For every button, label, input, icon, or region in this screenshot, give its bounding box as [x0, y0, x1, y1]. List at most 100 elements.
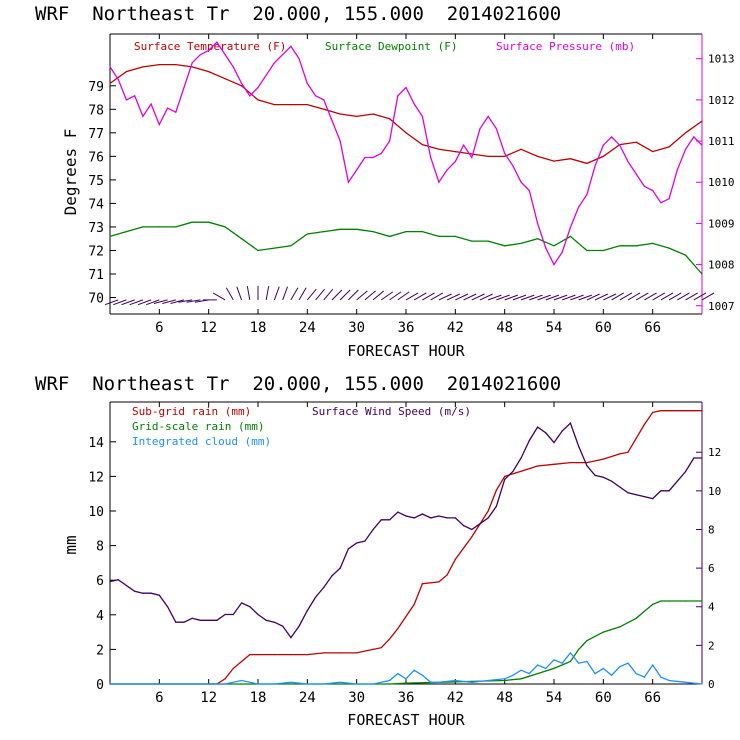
wind-barb: [225, 287, 234, 301]
data-point-surface-temperature: [125, 71, 127, 73]
data-point-surface-wind-speed: [421, 513, 423, 515]
y-tick-label: 79: [88, 80, 104, 95]
data-point-integrated-cloud: [438, 681, 440, 683]
wind-barb: [570, 294, 584, 301]
data-point-surface-dewpoint: [224, 226, 226, 228]
data-point-surface-pressure: [676, 169, 678, 171]
x-tick-label: 54: [546, 690, 563, 706]
wind-barb: [553, 294, 568, 301]
data-point-surface-temperature: [339, 113, 341, 115]
data-point-surface-pressure: [364, 156, 366, 159]
data-point-surface-dewpoint: [389, 235, 391, 237]
x-tick-label: 36: [398, 320, 415, 336]
wind-barb: [504, 294, 518, 301]
data-point-sub-grid-rain: [421, 583, 423, 585]
data-point-surface-temperature: [290, 104, 292, 106]
data-point-surface-temperature: [438, 148, 440, 150]
wind-barb: [455, 293, 469, 301]
x-tick-label: 6: [155, 320, 163, 336]
data-point-integrated-cloud: [372, 683, 374, 685]
y-tick-label: 77: [88, 127, 104, 142]
data-point-surface-wind-speed: [158, 594, 160, 596]
data-point-integrated-cloud: [537, 664, 539, 666]
data-point-grid-scale-rain: [643, 610, 646, 612]
x-tick-label: 42: [447, 690, 464, 706]
data-point-surface-wind-speed: [643, 496, 646, 498]
legend-grid-scale-rain: Grid-scale rain (mm): [132, 420, 264, 433]
data-point-sub-grid-rain: [520, 470, 522, 472]
data-point-integrated-cloud: [487, 679, 489, 682]
data-point-surface-pressure: [611, 136, 613, 138]
data-point-integrated-cloud: [323, 683, 325, 685]
wind-barb: [644, 292, 657, 301]
data-point-sub-grid-rain: [273, 654, 275, 656]
wind-barb: [446, 293, 461, 301]
x-tick-label: 18: [250, 320, 267, 336]
data-point-surface-wind-speed: [405, 515, 407, 517]
panel2-ylabel: mm: [61, 535, 80, 554]
data-point-surface-wind-speed: [561, 430, 563, 432]
wind-barb: [479, 293, 493, 301]
data-point-sub-grid-rain: [290, 654, 292, 656]
data-point-surface-dewpoint: [158, 226, 160, 228]
data-point-surface-wind-speed: [520, 457, 522, 459]
wind-barb: [212, 292, 226, 301]
data-point-surface-pressure: [273, 62, 275, 64]
data-point-surface-pressure: [537, 222, 539, 224]
wind-barb: [438, 293, 452, 301]
wind-barb: [315, 288, 325, 301]
data-point-sub-grid-rain: [537, 465, 539, 467]
data-point-sub-grid-rain: [701, 410, 703, 412]
data-point-surface-dewpoint: [701, 273, 703, 275]
data-point-surface-wind-speed: [356, 542, 358, 544]
x-tick-label: 36: [398, 690, 415, 706]
data-point-surface-pressure: [421, 115, 423, 117]
data-point-grid-scale-rain: [635, 617, 637, 619]
data-point-integrated-cloud: [339, 681, 341, 683]
data-point-surface-dewpoint: [241, 238, 243, 240]
y-tick-label: 6: [96, 574, 104, 589]
wind-barb: [562, 294, 576, 301]
data-point-sub-grid-rain: [553, 463, 555, 465]
legend-surface-dewpoint: Surface Dewpoint (F): [325, 40, 457, 53]
data-point-surface-wind-speed: [265, 619, 267, 621]
y2-tick-label: 1009: [708, 217, 735, 230]
data-point-surface-wind-speed: [389, 519, 391, 521]
series-line-sub-grid-rain: [110, 410, 702, 685]
wind-barb: [635, 292, 649, 301]
data-point-surface-pressure: [175, 111, 177, 113]
data-point-surface-pressure: [356, 169, 358, 171]
data-point-sub-grid-rain: [356, 652, 358, 654]
data-point-integrated-cloud: [528, 673, 530, 675]
data-point-surface-temperature: [257, 99, 259, 101]
data-point-surface-pressure: [380, 152, 382, 154]
data-point-sub-grid-rain: [569, 462, 572, 464]
data-point-surface-wind-speed: [306, 610, 308, 612]
data-point-surface-wind-speed: [495, 505, 497, 507]
data-point-surface-dewpoint: [372, 231, 374, 233]
wind-barb: [520, 294, 535, 301]
data-point-surface-wind-speed: [183, 621, 185, 623]
wind-barb: [104, 299, 119, 306]
data-point-surface-wind-speed: [339, 567, 341, 569]
data-point-surface-pressure: [257, 86, 259, 89]
y-tick-label: 4: [96, 609, 104, 624]
data-point-surface-pressure: [569, 226, 572, 229]
y-tick-label: 75: [88, 174, 104, 189]
data-point-surface-temperature: [142, 66, 144, 68]
data-point-surface-temperature: [553, 160, 555, 162]
data-point-surface-temperature: [701, 120, 703, 122]
data-point-surface-pressure: [520, 181, 522, 183]
data-point-surface-pressure: [282, 54, 284, 56]
data-point-surface-dewpoint: [306, 233, 308, 235]
wind-barb: [153, 299, 168, 304]
data-point-surface-temperature: [668, 146, 670, 148]
data-point-surface-dewpoint: [668, 247, 670, 249]
data-point-sub-grid-rain: [241, 660, 243, 663]
data-point-surface-dewpoint: [471, 240, 473, 242]
data-point-surface-wind-speed: [578, 445, 580, 447]
data-point-integrated-cloud: [545, 667, 547, 670]
data-point-integrated-cloud: [389, 679, 391, 682]
wind-barb: [146, 299, 160, 306]
data-point-surface-wind-speed: [167, 606, 169, 608]
